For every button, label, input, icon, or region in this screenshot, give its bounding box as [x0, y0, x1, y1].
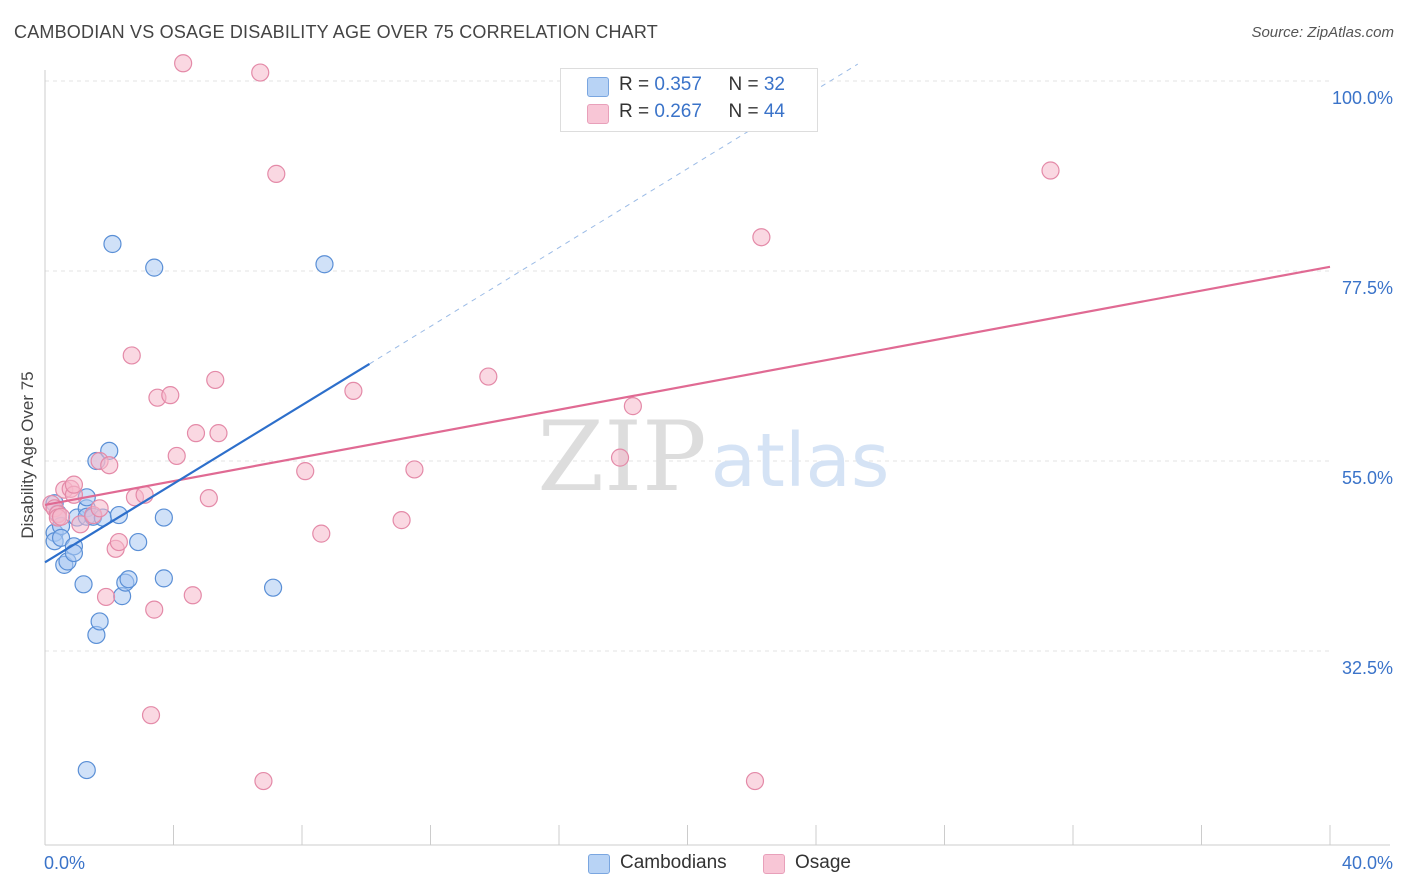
legend-n-label: N = [728, 74, 764, 95]
osage-point [199, 489, 218, 508]
cambodians-point [154, 508, 173, 527]
osage-point [51, 507, 71, 526]
cambodians-point [145, 258, 164, 277]
osage-swatch [587, 104, 609, 124]
cambodians-point [119, 570, 138, 589]
osage-point [1041, 161, 1060, 180]
cambodians-point [74, 575, 93, 594]
x-tick-label: 40.0% [1342, 853, 1393, 873]
cambodians-point [315, 255, 334, 274]
osage-point [145, 600, 164, 619]
y-axis-title: Disability Age Over 75 [18, 371, 37, 538]
osage-point [161, 386, 180, 405]
cambodians-trend-line [44, 362, 371, 564]
osage-point [344, 381, 363, 401]
grid-lines [45, 80, 1330, 652]
osage-point [296, 462, 315, 481]
osage-point [122, 346, 141, 365]
osage-point [71, 515, 90, 534]
osage-point [167, 446, 186, 466]
legend-r-value: 0.357 [654, 74, 702, 95]
x-tick-label: 0.0% [44, 853, 85, 873]
osage-point [183, 586, 202, 605]
y-tick-label: 55.0% [1342, 468, 1393, 488]
watermark-atlas: atlas [711, 418, 890, 504]
osage-trend-line [44, 265, 1331, 506]
osage-point [752, 228, 771, 247]
axes [44, 70, 1390, 846]
osage-point [405, 460, 424, 479]
osage-point [479, 367, 498, 386]
axis-labels: 32.5% 55.0% 77.5% 100.0% 0.0% 40.0% Disability… [18, 88, 1393, 873]
cambodians-point [77, 760, 96, 780]
osage-point [392, 511, 411, 530]
chart-title: CAMBODIAN VS OSAGE DISABILITY AGE OVER 7… [14, 22, 658, 42]
legend-n-label: N = [728, 101, 764, 122]
cambodians-point [51, 528, 71, 547]
osage-point [745, 771, 765, 791]
osage-point [109, 532, 128, 552]
y-tick-label: 100.0% [1332, 88, 1393, 108]
legend-n-value: 32 [763, 74, 785, 95]
cambodians-swatch [587, 77, 609, 97]
legend-label-cambodians: Cambodians [620, 852, 727, 873]
osage-point [251, 63, 270, 82]
stats-legend: R = 0.357 N = 32 R = 0.267 N = 44 [560, 68, 818, 132]
cambodians-point [154, 569, 173, 588]
cambodians-point [103, 234, 122, 254]
legend-n-value: 44 [763, 101, 785, 122]
osage-swatch [763, 854, 785, 874]
legend-label-osage: Osage [795, 852, 851, 873]
osage-point [64, 475, 84, 494]
osage-point [141, 706, 161, 725]
osage-point [312, 524, 331, 543]
osage-point [209, 424, 228, 443]
watermark: ZIP atlas [537, 401, 889, 513]
osage-point [254, 771, 273, 791]
cambodians-point [129, 532, 148, 552]
cambodians-point [263, 578, 283, 597]
osage-point [206, 370, 225, 390]
osage-point [186, 424, 206, 443]
legend-r-value: 0.267 [654, 101, 702, 122]
y-tick-label: 77.5% [1342, 278, 1393, 298]
data-points [42, 54, 1331, 791]
osage-point [96, 587, 116, 607]
legend-r-label: R = [619, 101, 655, 122]
osage-point [90, 499, 109, 518]
cambodians-swatch [588, 854, 610, 874]
osage-point [267, 164, 286, 183]
osage-point [100, 456, 119, 475]
source-label: Source: ZipAtlas.com [1251, 24, 1394, 41]
cambodians-point [90, 612, 109, 631]
osage-point [174, 54, 193, 73]
osage-point [623, 397, 642, 416]
y-tick-label: 32.5% [1342, 658, 1393, 678]
osage-point [610, 448, 630, 467]
legend-r-label: R = [619, 74, 655, 95]
